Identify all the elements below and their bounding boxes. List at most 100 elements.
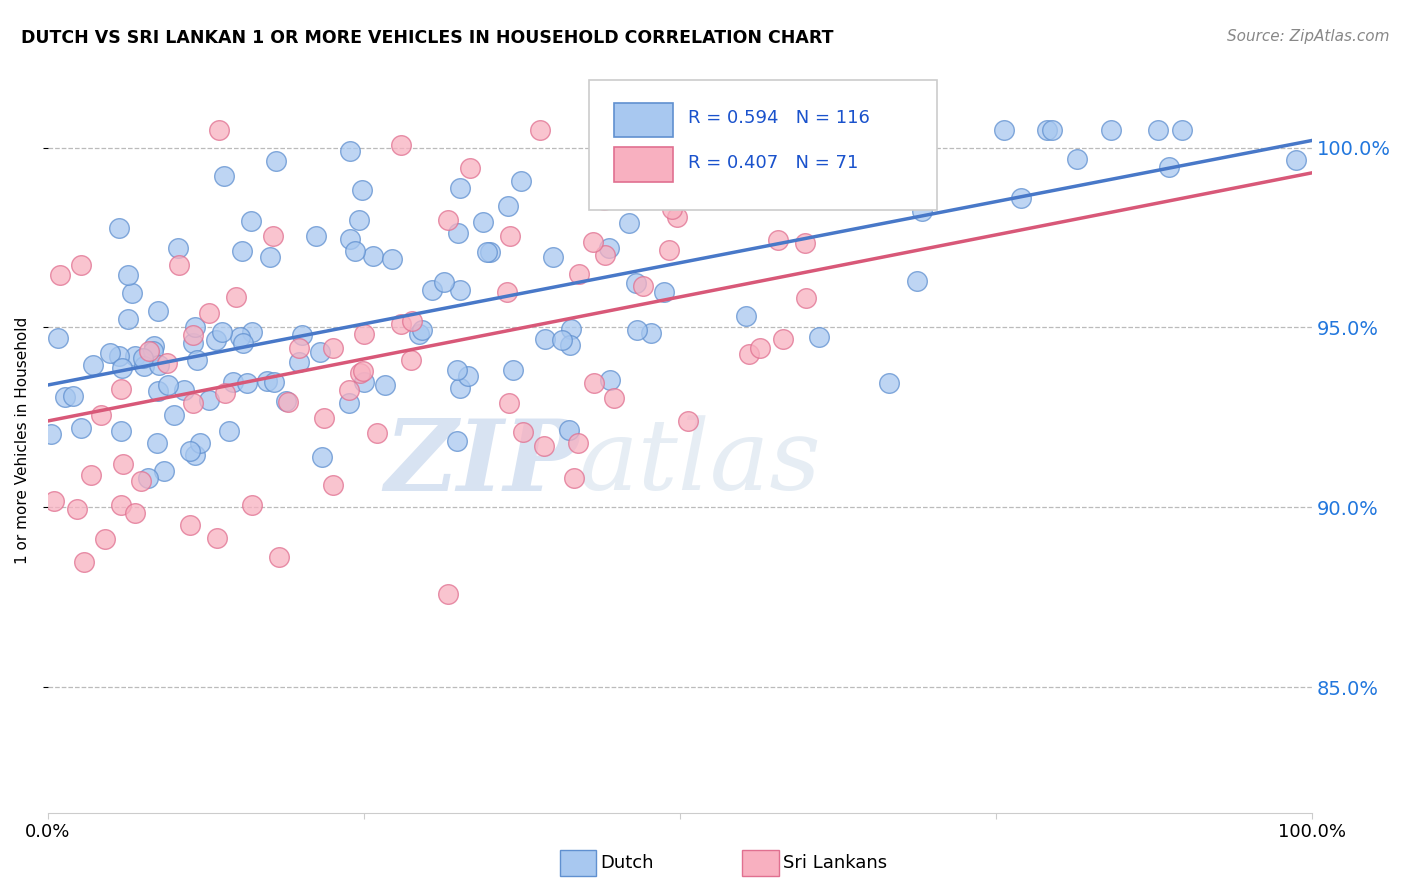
Point: [389, 137, 412, 152]
Point: [208, 122, 231, 136]
Point: [742, 122, 765, 136]
Point: [496, 285, 519, 299]
Point: [82, 358, 104, 372]
Point: [94, 533, 117, 547]
Point: [259, 250, 281, 264]
Point: [993, 122, 1015, 136]
Text: R = 0.407   N = 71: R = 0.407 N = 71: [688, 154, 858, 172]
Point: [110, 382, 132, 396]
Point: [288, 341, 311, 355]
Point: [337, 383, 360, 397]
Point: [808, 330, 831, 344]
Point: [73, 555, 96, 569]
Point: [136, 471, 159, 485]
Point: [529, 122, 551, 136]
Point: [232, 335, 254, 350]
Point: [225, 289, 247, 303]
Point: [652, 285, 675, 299]
Point: [148, 358, 170, 372]
Point: [184, 319, 207, 334]
Point: [339, 232, 361, 246]
Point: [1171, 122, 1194, 136]
Point: [496, 199, 519, 213]
Point: [1035, 122, 1057, 136]
Point: [117, 268, 139, 282]
Point: [437, 586, 460, 600]
Point: [631, 278, 654, 293]
Point: [205, 531, 228, 545]
Point: [240, 498, 263, 512]
Point: [353, 326, 375, 341]
Point: [66, 502, 89, 516]
Point: [108, 220, 131, 235]
Point: [449, 181, 471, 195]
Point: [562, 471, 585, 485]
Point: [111, 457, 134, 471]
Point: [288, 355, 311, 369]
Point: [658, 243, 681, 257]
Point: [240, 214, 263, 228]
Point: [560, 321, 582, 335]
Point: [593, 247, 616, 261]
Point: [205, 333, 228, 347]
Point: [550, 333, 572, 347]
Point: [446, 363, 468, 377]
Point: [401, 314, 423, 328]
Point: [110, 498, 132, 512]
Point: [311, 450, 333, 464]
Point: [231, 244, 253, 258]
Point: [146, 384, 169, 399]
Point: [163, 408, 186, 422]
Point: [457, 368, 479, 383]
Point: [748, 341, 770, 355]
Point: [264, 154, 287, 169]
Point: [267, 549, 290, 564]
Point: [478, 245, 501, 260]
Point: [212, 169, 235, 183]
Point: [472, 215, 495, 229]
Point: [437, 212, 460, 227]
Point: [124, 349, 146, 363]
Point: [39, 426, 62, 441]
Point: [179, 518, 201, 533]
Point: [512, 425, 534, 439]
Point: [458, 161, 481, 175]
Point: [598, 240, 620, 254]
Point: [582, 235, 605, 250]
Text: DUTCH VS SRI LANKAN 1 OR MORE VEHICLES IN HOUSEHOLD CORRELATION CHART: DUTCH VS SRI LANKAN 1 OR MORE VEHICLES I…: [21, 29, 834, 46]
Point: [510, 174, 533, 188]
Point: [48, 268, 70, 282]
Point: [90, 408, 112, 422]
Point: [98, 346, 121, 360]
Point: [235, 376, 257, 391]
Point: [343, 244, 366, 258]
Point: [626, 323, 648, 337]
Point: [499, 229, 522, 244]
Point: [502, 363, 524, 377]
Point: [1066, 153, 1088, 167]
Point: [911, 204, 934, 219]
Point: [157, 377, 180, 392]
Point: [640, 326, 662, 340]
Point: [361, 249, 384, 263]
Point: [70, 420, 93, 434]
Text: atlas: atlas: [579, 416, 821, 511]
Point: [1099, 122, 1122, 136]
Point: [53, 391, 76, 405]
Point: [143, 338, 166, 352]
Point: [624, 276, 647, 290]
Point: [447, 226, 470, 240]
Point: [905, 274, 928, 288]
Point: [877, 376, 900, 391]
Point: [117, 311, 139, 326]
Point: [181, 396, 204, 410]
Point: [179, 444, 201, 458]
FancyBboxPatch shape: [560, 850, 596, 876]
Point: [42, 494, 65, 508]
Text: Dutch: Dutch: [600, 855, 654, 872]
Point: [184, 448, 207, 462]
Point: [322, 478, 344, 492]
Text: ZIP: ZIP: [384, 415, 579, 511]
Point: [603, 391, 626, 405]
FancyBboxPatch shape: [589, 79, 936, 210]
